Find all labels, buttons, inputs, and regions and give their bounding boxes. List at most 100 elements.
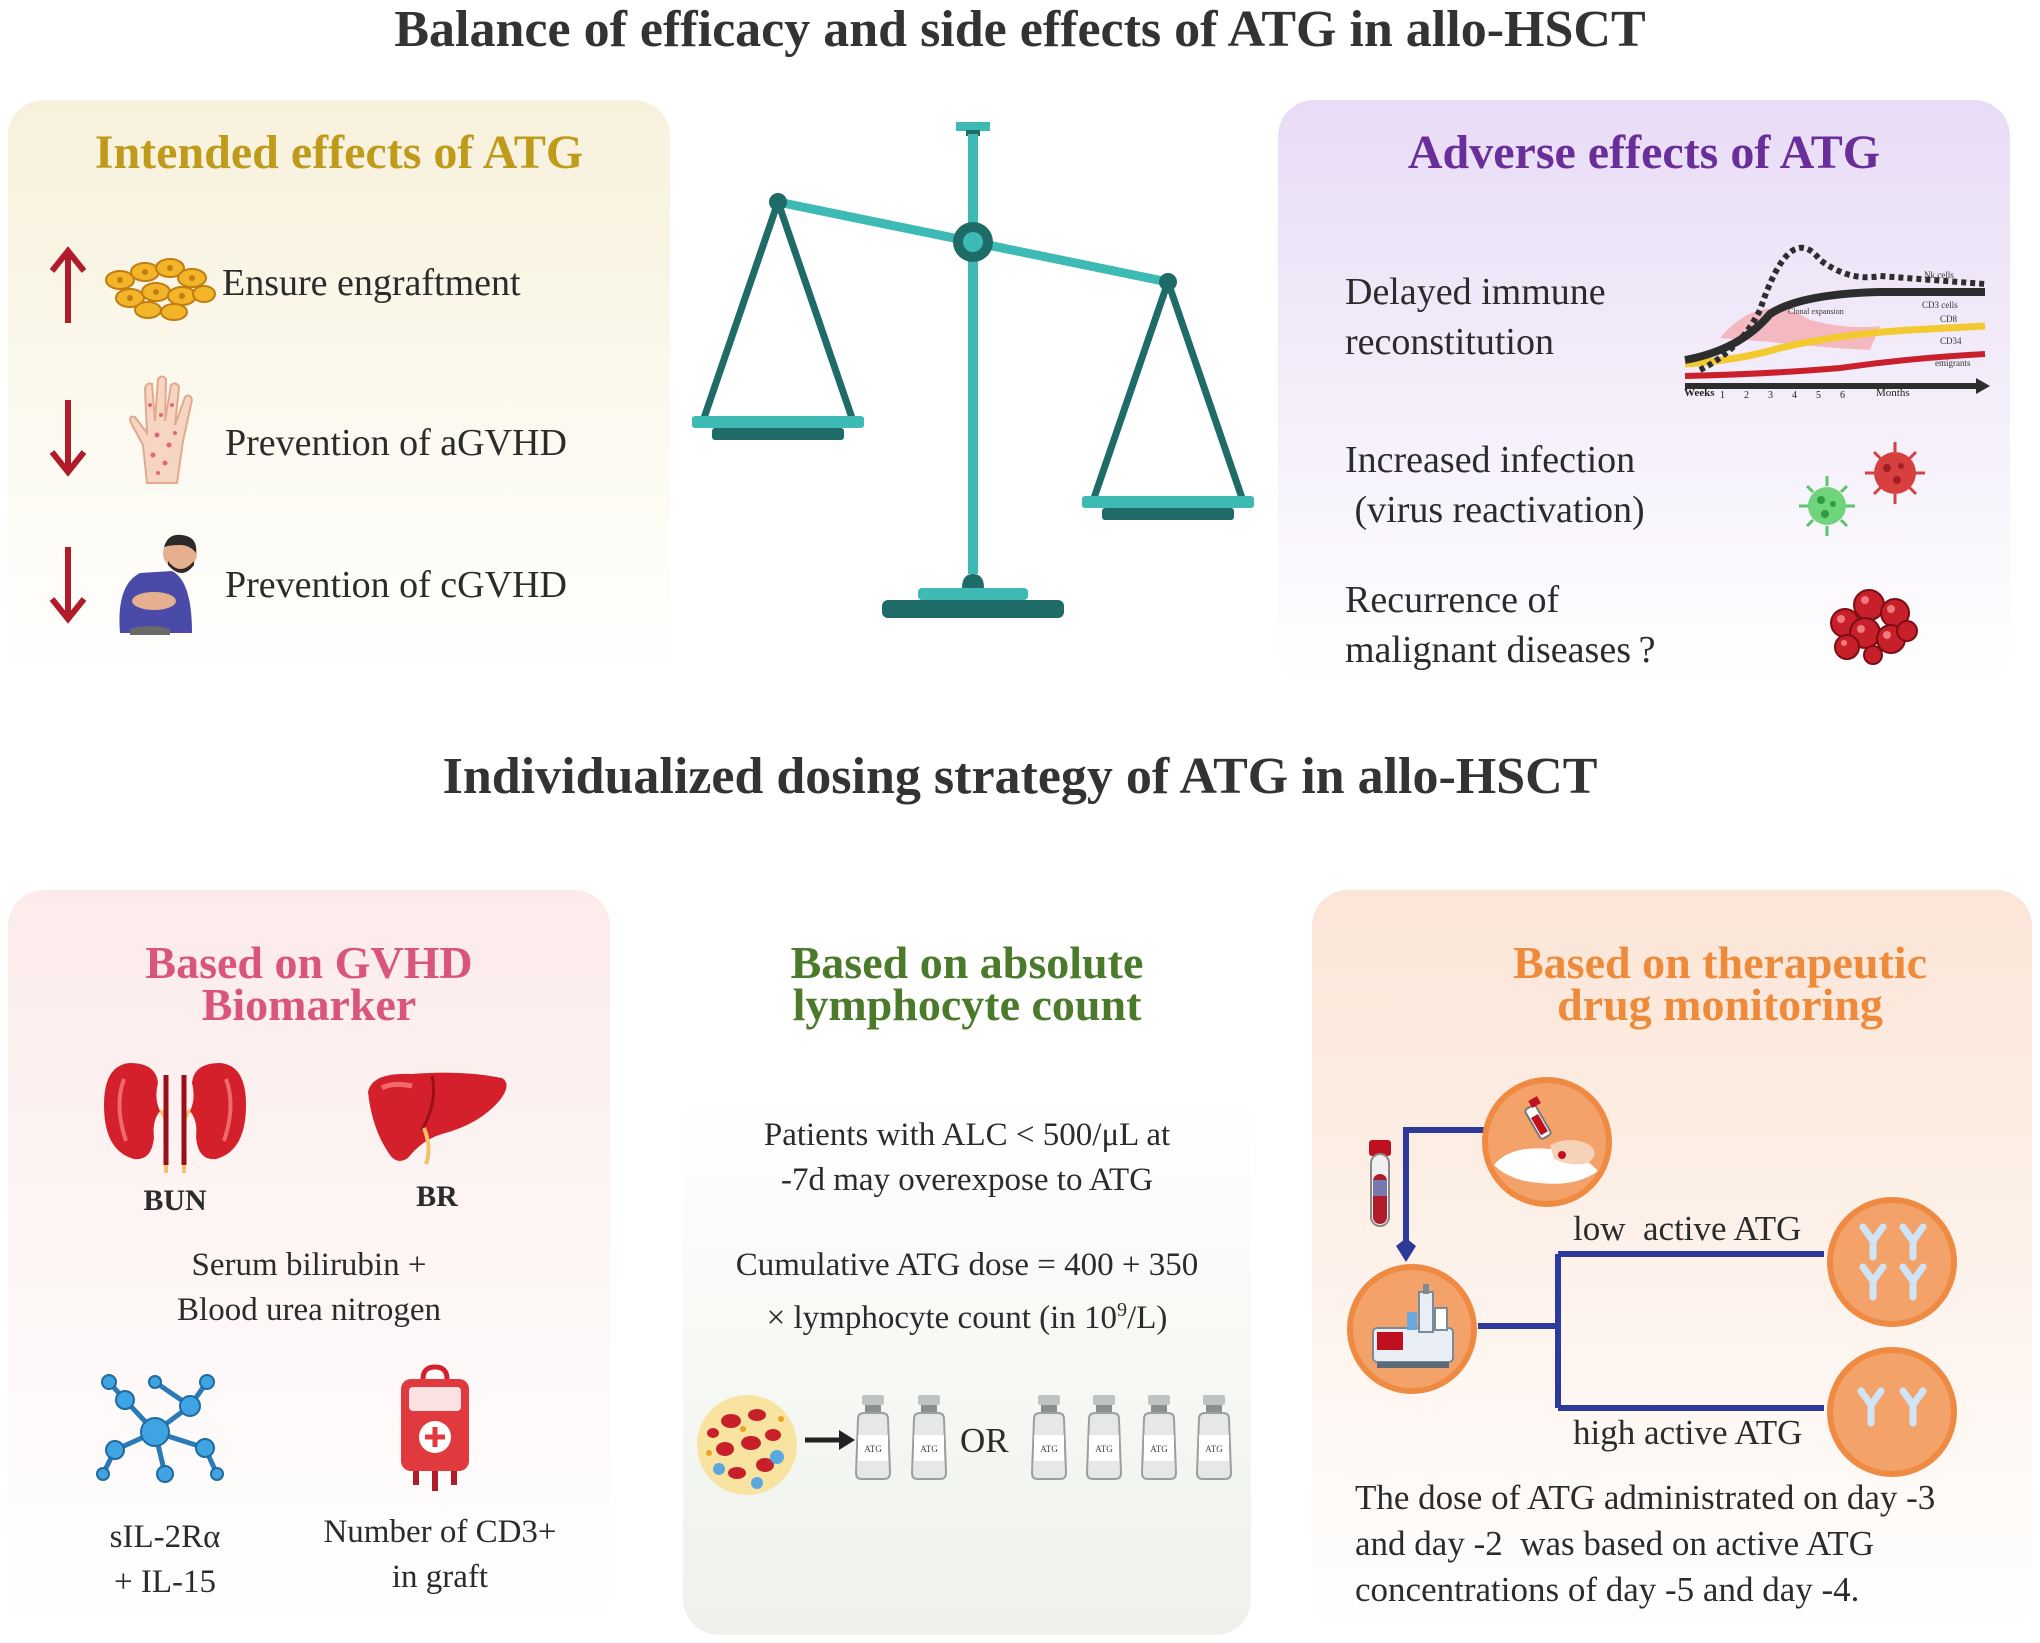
up-arrow-icon [49,246,87,323]
adverse-item-immune-line2: reconstitution [1345,321,1554,363]
tdm-heading: Based on therapeutic drug monitoring [1360,937,2040,1030]
right-arrow-icon [805,1430,855,1450]
intended-item-cgvhd: Prevention of cGVHD [225,564,567,606]
adverse-item-recurrence-line2: malignant diseases ? [1345,629,1656,671]
intended-effects-panel [8,100,670,685]
gvhd-bottom-left: sIL-2Rα + IL-15 [65,1515,265,1605]
tdm-heading-line1: Based on therapeutic [1513,937,1927,988]
tdm-flow-lines [1396,1127,1824,1411]
vial-label: ATG [1095,1444,1113,1454]
adverse-effects-panel [1278,100,2010,685]
adverse-item-recurrence-line1: Recurrence of [1345,579,1560,621]
vial-icon: ATG [910,1395,948,1480]
kidney-icon [104,1063,246,1173]
top-title: Balance of efficacy and side effects of … [394,1,1646,58]
graph-label-cd34: CD34 [1940,336,1962,346]
graph-label-cd3: CD3 cells [1922,300,1958,310]
organ-label-bun: BUN [143,1184,207,1217]
tdm-high-label: high active ATG [1573,1413,1803,1452]
gvhd-bottom-left-line2: + IL-15 [114,1564,216,1600]
graph-tick-1: 1 [1720,390,1725,401]
graph-tick-6: 6 [1840,390,1845,401]
alc-text1: Patients with ALC < 500/μL at -7d may ov… [683,1113,1251,1203]
down-arrow-icon [49,547,87,624]
gvhd-heading: Based on GVHD Biomarker [8,937,610,1030]
liver-icon [368,1072,507,1165]
graph-tick-2: 2 [1744,390,1749,401]
tdm-text-line1: The dose of ATG administrated on day -3 [1355,1478,1936,1517]
graph-label-clonal: Clonal expansion [1788,307,1844,316]
alc-text2: Cumulative ATG dose = 400 + 350 × lympho… [683,1243,1251,1341]
vial-label: ATG [1205,1444,1223,1454]
vial-icon: ATG [1030,1395,1068,1480]
alc-text2-line2: × lymphocyte count (in 109/L) [683,1288,1251,1341]
graph-tick-3: 3 [1768,390,1773,401]
balance-scale-icon [692,122,1254,618]
graph-axis-start: Weeks [1684,387,1715,399]
gvhd-bottom-right-line1: Number of CD3+ [323,1514,557,1550]
gvhd-biomarker-panel [8,890,610,1635]
intended-heading: Intended effects of ATG [94,126,584,179]
down-arrow-icon [49,400,87,477]
adverse-item-immune-line1: Delayed immune [1345,271,1606,313]
analyzer-icon [1347,1264,1477,1394]
alc-text2-line2a: × lymphocyte count (in 10 [766,1300,1118,1336]
alc-heading: Based on absolute lymphocyte count [683,940,1251,1030]
cells-icon [105,258,216,321]
gvhd-bottom-right-line2: in graft [391,1559,489,1595]
stomach-pain-person-icon [119,534,197,635]
gvhd-text: Serum bilirubin + Blood urea nitrogen [8,1243,610,1333]
graph-label-emigrants: emigrants [1935,358,1971,368]
gvhd-text-line1: Serum bilirubin + [191,1247,427,1283]
vial-icon: ATG [1195,1395,1233,1480]
tdm-text: The dose of ATG administrated on day -3 … [1355,1475,1935,1613]
gvhd-heading-line1: Based on GVHD [145,937,473,988]
immune-reconstitution-graph: Nk cells CD3 cells CD8 CD34 emigrants Cl… [1684,244,1990,401]
vial-icon: ATG [1085,1395,1123,1480]
alc-text2-sup: 9 [1117,1299,1128,1321]
alc-panel [683,1085,1251,1635]
vial-label: ATG [864,1444,882,1454]
tdm-heading-line2: drug monitoring [1557,979,1883,1030]
adverse-heading: Adverse effects of ATG [1407,126,1881,179]
adverse-item-infection: Increased infection (virus reactivation) [1345,435,1645,535]
graph-tick-5: 5 [1816,390,1821,401]
graph-label-cd8: CD8 [1940,314,1958,324]
gvhd-bottom-left-line1: sIL-2Rα [109,1519,221,1555]
graph-label-nk: Nk cells [1924,270,1954,280]
gvhd-bottom-right: Number of CD3+ in graft [300,1510,580,1600]
molecule-network-icon [96,1374,224,1483]
alc-text1-line1: Patients with ALC < 500/μL at [763,1117,1171,1153]
blood-cells-icon [697,1395,797,1495]
tdm-text-line3: concentrations of day -5 and day -4. [1355,1570,1860,1609]
or-label: OR [960,1421,1009,1460]
vial-label: ATG [1040,1444,1058,1454]
adverse-item-infection-line2: (virus reactivation) [1345,489,1645,531]
graph-axis-end: Months [1876,387,1910,399]
adverse-item-recurrence: Recurrence of malignant diseases ? [1345,575,1655,675]
antibody-icon [1827,1347,1957,1477]
blood-draw-icon [1482,1077,1612,1207]
vial-icon: ATG [1140,1395,1178,1480]
graph-tick-4: 4 [1792,390,1797,401]
gvhd-heading-line2: Biomarker [201,979,417,1030]
tdm-low-label: low active ATG [1573,1209,1802,1248]
blood-bag-icon [401,1364,469,1491]
virus-icon [1799,442,1925,536]
blood-tube-icon [1369,1140,1391,1227]
tumor-cells-icon [1830,589,1918,665]
hand-rash-icon [129,375,194,484]
intended-item-engraftment: Ensure engraftment [222,262,521,304]
tdm-text-line2: and day -2 was based on active ATG [1355,1524,1875,1563]
vial-icon: ATG [854,1395,892,1480]
adverse-item-infection-line1: Increased infection [1345,439,1636,481]
alc-text2-line2b: /L) [1127,1300,1168,1336]
intended-item-agvhd: Prevention of aGVHD [225,422,567,464]
vial-label: ATG [920,1444,938,1454]
adverse-item-immune: Delayed immune reconstitution [1345,267,1606,367]
gvhd-text-line2: Blood urea nitrogen [177,1292,441,1328]
vial-label: ATG [1150,1444,1168,1454]
alc-text2-line1: Cumulative ATG dose = 400 + 350 [735,1247,1199,1283]
alc-heading-line2: lymphocyte count [792,979,1142,1030]
middle-title: Individualized dosing strategy of ATG in… [442,748,1598,805]
